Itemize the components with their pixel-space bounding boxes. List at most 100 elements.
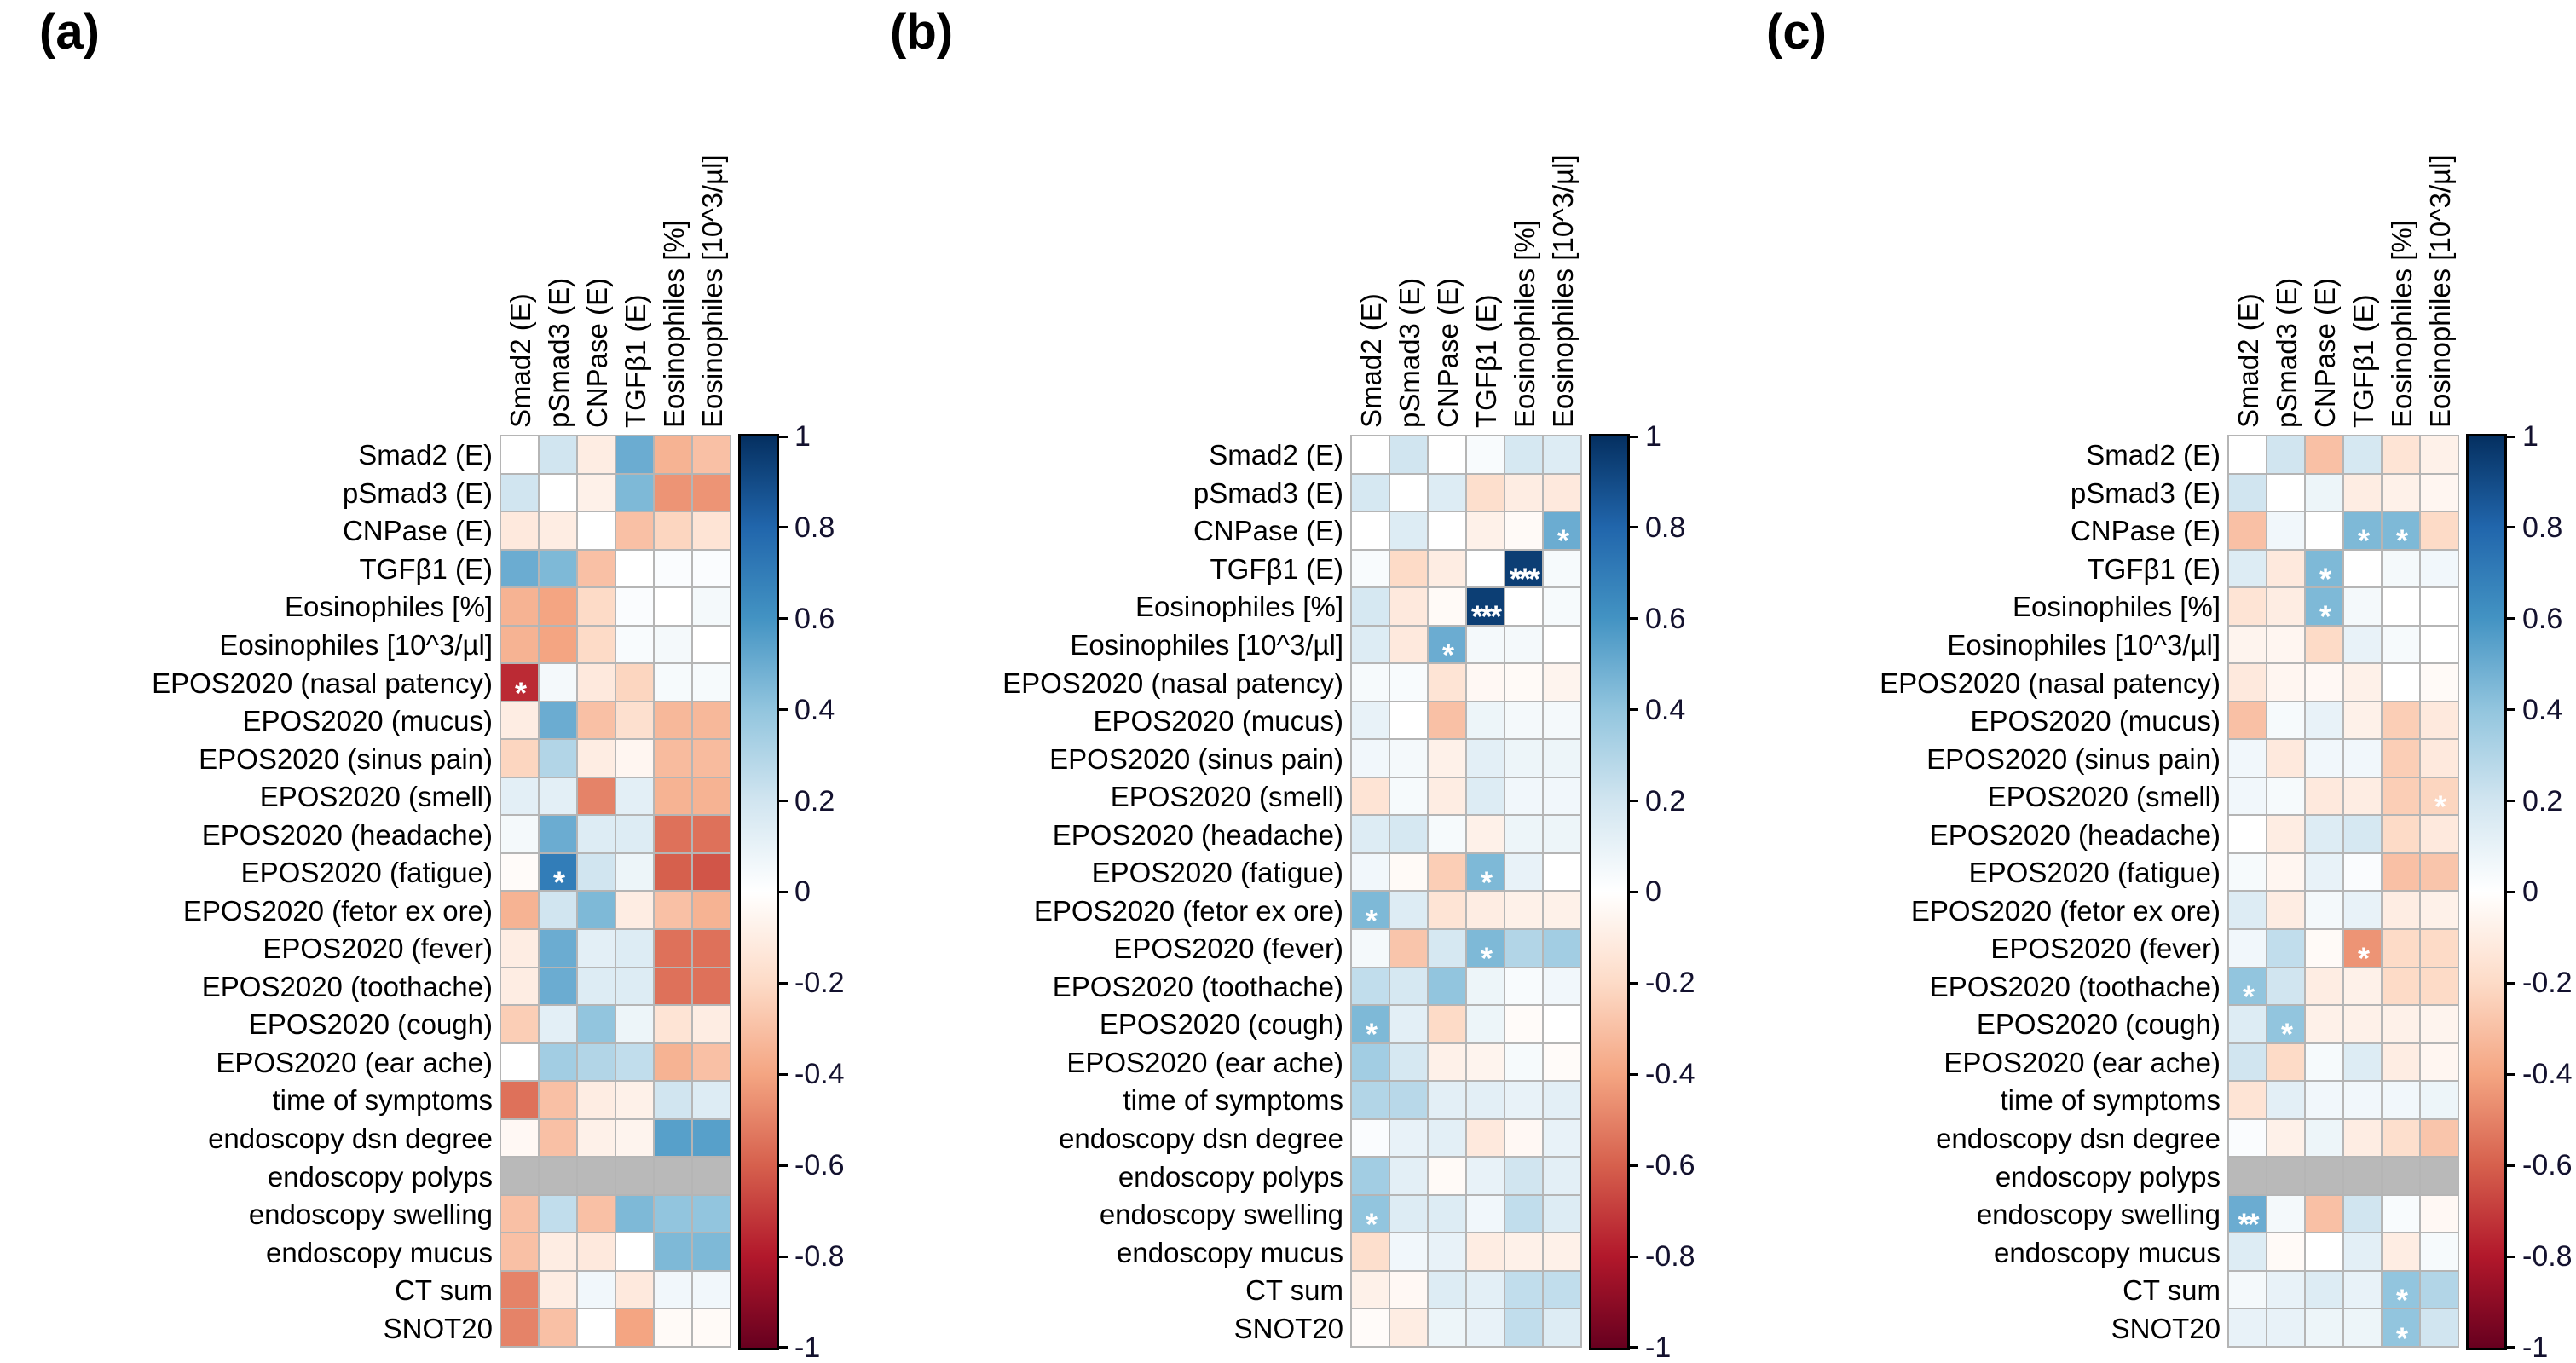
heatmap-cell xyxy=(1505,664,1542,701)
heatmap-cell xyxy=(540,1309,576,1346)
heatmap-cell xyxy=(2306,777,2342,815)
heatmap-cell: * xyxy=(2421,777,2458,824)
heatmap-cell xyxy=(1544,967,1580,1005)
row-axis-label: EPOS2020 (ear ache) xyxy=(1944,1046,2221,1078)
heatmap-cell xyxy=(2344,740,2381,777)
heatmap-cell xyxy=(2306,1043,2342,1081)
heatmap-cell xyxy=(1429,1271,1465,1308)
heatmap-cell xyxy=(2344,588,2381,625)
colorbar-tick-label: 0.6 xyxy=(1645,602,1686,635)
row-axis-label: EPOS2020 (smell) xyxy=(1110,781,1343,813)
heatmap-cell xyxy=(693,930,730,967)
heatmap-cell xyxy=(2267,930,2304,967)
heatmap-cell xyxy=(2267,1119,2304,1157)
heatmap-cell xyxy=(1544,550,1580,587)
row-axis-label: endoscopy mucus xyxy=(266,1236,493,1268)
heatmap-cell xyxy=(1467,777,1504,815)
colorbar-tick-label: -0.2 xyxy=(2522,967,2573,1000)
heatmap-cell xyxy=(1390,1006,1427,1042)
row-axis-label: CNPase (E) xyxy=(2070,515,2221,547)
heatmap-cell xyxy=(2421,930,2458,967)
heatmap-cell xyxy=(1544,930,1580,967)
heatmap-cell xyxy=(1505,626,1542,663)
heatmap-cell xyxy=(1505,816,1542,852)
heatmap-cell xyxy=(1467,1082,1504,1118)
heatmap-cell xyxy=(1390,816,1427,852)
column-axis-label: Eosinophiles [%] xyxy=(2385,220,2417,428)
heatmap-cell xyxy=(2267,1082,2304,1118)
heatmap-cell xyxy=(1505,588,1542,625)
heatmap-cell xyxy=(501,436,538,473)
heatmap-cell xyxy=(693,1233,730,1270)
heatmap-cell xyxy=(2306,1119,2342,1157)
column-axis-label: TGFβ1 (E) xyxy=(1470,294,1502,428)
heatmap-cell xyxy=(616,892,653,928)
row-axis-label: EPOS2020 (smell) xyxy=(1987,781,2221,813)
heatmap-cell xyxy=(2306,474,2342,511)
heatmap-cell xyxy=(2344,777,2381,815)
heatmap-cell xyxy=(1352,967,1389,1005)
heatmap-cell xyxy=(1505,1158,1542,1194)
heatmap-cell xyxy=(616,1271,653,1308)
heatmap-cell xyxy=(1505,967,1542,1005)
heatmap-cell xyxy=(578,436,615,473)
heatmap-cell xyxy=(2344,436,2381,473)
row-axis-label: CNPase (E) xyxy=(342,515,493,547)
row-axis-label: CT sum xyxy=(395,1274,493,1307)
heatmap-cell xyxy=(655,1195,691,1233)
heatmap-cell xyxy=(2267,474,2304,511)
colorbar-tick-label: 0.8 xyxy=(794,511,835,544)
heatmap-cell xyxy=(2229,1233,2266,1270)
heatmap-cell xyxy=(540,930,576,967)
significance-asterisk: * xyxy=(1480,940,1493,976)
row-axis-label: Smad2 (E) xyxy=(358,439,493,471)
heatmap-cell xyxy=(578,1233,615,1270)
significance-asterisk: * xyxy=(2319,599,2331,635)
heatmap-cell xyxy=(655,1309,691,1346)
heatmap-cell xyxy=(2383,474,2419,511)
heatmap-cell xyxy=(2344,664,2381,701)
colorbar-tick-mark xyxy=(2504,1164,2515,1167)
row-axis-label: endoscopy dsn degree xyxy=(208,1122,493,1154)
heatmap-cell xyxy=(2229,702,2266,739)
heatmap-cell xyxy=(2421,853,2458,891)
heatmap-cell xyxy=(1544,1158,1580,1194)
heatmap-cell xyxy=(2344,1233,2381,1270)
heatmap-cell xyxy=(2229,1043,2266,1081)
heatmap-cell xyxy=(2383,550,2419,587)
heatmap-cell xyxy=(1390,930,1427,967)
heatmap-cell xyxy=(540,1158,576,1194)
row-axis-label: EPOS2020 (fever) xyxy=(1113,933,1343,965)
heatmap-cell xyxy=(1390,1043,1427,1081)
row-axis-label: EPOS2020 (mucus) xyxy=(1093,705,1343,737)
heatmap-cell xyxy=(1467,626,1504,663)
heatmap-cell xyxy=(2267,550,2304,587)
heatmap-cell xyxy=(1544,1082,1580,1118)
heatmap-cell xyxy=(655,474,691,511)
row-axis-label: Smad2 (E) xyxy=(2086,439,2221,471)
heatmap-cell xyxy=(616,702,653,739)
heatmap-cell: *** xyxy=(1505,550,1542,596)
column-axis-label: TGFβ1 (E) xyxy=(2347,294,2379,428)
colorbar-tick-label: -0.6 xyxy=(794,1149,845,1182)
heatmap-cell xyxy=(2344,892,2381,928)
heatmap-cell xyxy=(1352,1309,1389,1346)
colorbar-tick-label: -0.2 xyxy=(794,967,845,1000)
colorbar-tick-mark xyxy=(777,981,788,985)
colorbar-gradient xyxy=(2466,434,2507,1350)
heatmap-cell: * xyxy=(1352,892,1389,938)
colorbar-tick-mark xyxy=(1627,526,1638,529)
heatmap-cell xyxy=(1352,1082,1389,1118)
heatmap-cell xyxy=(2421,740,2458,777)
heatmap-cell xyxy=(1390,512,1427,549)
heatmap-cell xyxy=(2229,550,2266,587)
heatmap-cell xyxy=(2306,853,2342,891)
heatmap-cell xyxy=(616,1082,653,1118)
heatmap-cell xyxy=(693,1195,730,1233)
heatmap-cell xyxy=(1467,892,1504,928)
heatmap-cell xyxy=(578,930,615,967)
colorbar-tick-mark xyxy=(1627,1164,1638,1167)
heatmap-cell: * xyxy=(2306,550,2342,596)
heatmap-cell xyxy=(1505,930,1542,967)
row-axis-label: Smad2 (E) xyxy=(1209,439,1343,471)
